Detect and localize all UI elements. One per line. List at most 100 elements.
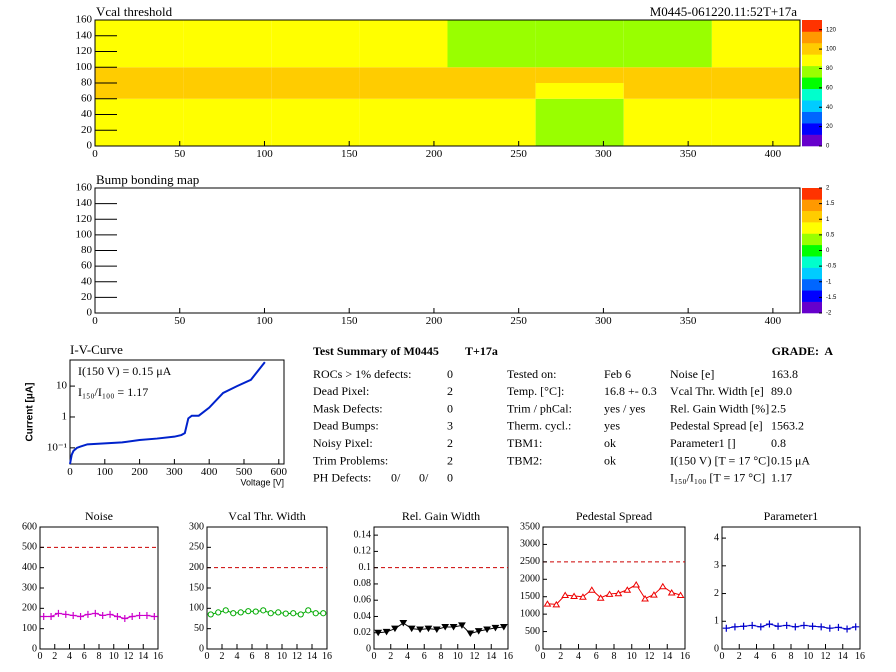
y-tick-label: 300 <box>189 521 204 532</box>
marker <box>834 623 842 631</box>
marker <box>491 624 500 632</box>
heatmap-cell <box>183 20 272 68</box>
heatmap-cell <box>359 83 448 99</box>
summary-value: 1563.2 <box>771 419 804 433</box>
marker <box>817 623 825 631</box>
marker <box>800 621 808 629</box>
heatmap-cell <box>359 98 448 146</box>
chart-title: Vcal Thr. Width <box>228 509 305 523</box>
chart-title: Vcal threshold <box>96 4 173 19</box>
marker <box>128 612 136 620</box>
y-tick-label: 120 <box>76 213 93 225</box>
x-tick-label: 12 <box>470 651 480 662</box>
x-tick-label: 8 <box>265 651 270 662</box>
marker <box>230 610 237 617</box>
y-tick-label: 3 <box>714 560 719 571</box>
y-tick-label: 2500 <box>520 556 540 567</box>
marker <box>623 586 632 593</box>
y-tick-label: 0 <box>366 643 371 654</box>
x-tick-label: 16 <box>503 651 513 662</box>
x-tick-label: 0 <box>541 651 546 662</box>
x-tick-label: 0 <box>92 148 98 160</box>
marker <box>757 623 765 631</box>
x-tick-label: 6 <box>82 651 87 662</box>
x-tick-label: 250 <box>510 315 527 327</box>
marker <box>121 615 129 622</box>
x-tick-label: 8 <box>97 651 102 662</box>
heatmap-cell <box>447 83 536 99</box>
marker <box>84 610 92 618</box>
summary-value: 16.8 +- 0.3 <box>604 384 657 398</box>
marker <box>587 586 596 593</box>
colorbar-swatch <box>802 134 822 147</box>
colorbar-swatch <box>802 111 822 124</box>
heatmap-cell <box>95 67 184 83</box>
plot-frame <box>721 526 861 650</box>
heatmap-cell <box>271 98 360 146</box>
summary-label: Parameter1 [] <box>670 436 736 450</box>
series-line <box>726 623 856 630</box>
marker <box>91 609 99 617</box>
marker <box>47 612 55 620</box>
x-tick-label: 400 <box>765 315 782 327</box>
plot-annotation: I₁₅₀/I₁₀₀ = 1.17 <box>78 385 148 399</box>
marker <box>282 610 289 617</box>
plot-frame <box>94 187 801 314</box>
summary-value: 1.17 <box>771 471 792 485</box>
y-tick-label: 0.12 <box>354 546 372 557</box>
x-tick-label: 10 <box>627 651 637 662</box>
y-tick-label: 1 <box>62 411 68 423</box>
x-tick-label: 10 <box>109 651 119 662</box>
x-tick-label: 4 <box>405 651 410 662</box>
heatmap-cell <box>623 98 712 146</box>
x-tick-label: 6 <box>594 651 599 662</box>
heatmap-cell <box>183 67 272 83</box>
plot-frame <box>206 526 328 650</box>
colorbar-label: 120 <box>826 27 837 33</box>
marker <box>40 612 48 620</box>
marker <box>99 611 107 619</box>
y-tick-label: 0.14 <box>354 529 372 540</box>
summary-value: yes <box>604 419 620 433</box>
marker <box>809 622 817 630</box>
x-tick-label: 8 <box>789 651 794 662</box>
colorbar-swatch <box>802 267 822 280</box>
x-tick-label: 300 <box>166 466 183 478</box>
heatmap-cell <box>359 67 448 83</box>
x-tick-label: 600 <box>271 466 288 478</box>
plot-annotation: I(150 V) = 0.15 μA <box>78 364 172 378</box>
chart-annotation: M0445-061220.11:52T+17a <box>650 4 798 19</box>
marker <box>466 630 475 638</box>
y-tick-label: 2000 <box>520 574 540 585</box>
y-tick-label: 50 <box>194 623 204 634</box>
x-tick-label: 50 <box>174 315 186 327</box>
y-tick-label: 0 <box>535 643 540 654</box>
summary-label: Mask Defects: <box>313 401 383 415</box>
chart-title: Bump bonding map <box>96 172 199 187</box>
colorbar-swatch <box>802 199 822 212</box>
marker <box>676 591 685 598</box>
x-tick-label: 16 <box>153 651 163 662</box>
y-tick-label: 100 <box>76 228 93 240</box>
x-tick-label: 14 <box>838 651 848 662</box>
x-tick-label: 150 <box>341 148 358 160</box>
colorbar-swatch <box>802 233 822 246</box>
x-tick-label: 8 <box>439 651 444 662</box>
marker <box>791 623 799 631</box>
marker <box>432 626 441 633</box>
marker <box>474 628 483 635</box>
y-tick-label: 140 <box>76 197 93 209</box>
y-tick-label: 0.04 <box>354 611 372 622</box>
heatmap-cell <box>271 83 360 99</box>
y-tick-label: 40 <box>81 108 93 120</box>
marker <box>561 591 570 598</box>
colorbar-swatch <box>802 222 822 234</box>
x-tick-label: 14 <box>138 651 148 662</box>
heatmap-cell <box>623 83 712 99</box>
summary-label: I₁₅₀/I₁₀₀ [T = 17 °C] <box>670 471 765 485</box>
summary-label: Noisy Pixel: <box>313 436 373 450</box>
marker <box>305 607 312 614</box>
heatmap-cell <box>95 83 184 99</box>
heatmap-cell <box>271 67 360 83</box>
